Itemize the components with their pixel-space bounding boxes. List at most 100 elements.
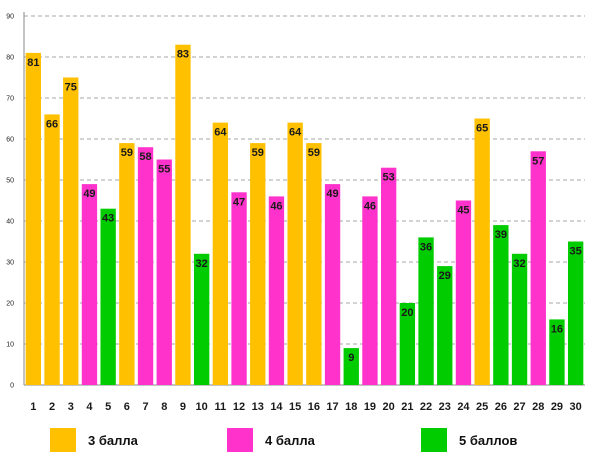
y-tick-label: 30 — [6, 260, 14, 267]
y-tick-label: 60 — [6, 137, 14, 144]
legend-label-4: 4 балла — [265, 432, 315, 448]
x-tick-label: 30 — [570, 401, 582, 413]
bar — [100, 208, 116, 385]
x-tick-label: 29 — [551, 401, 563, 413]
bar — [44, 114, 60, 386]
x-tick-label: 6 — [124, 401, 130, 413]
y-tick-label: 10 — [6, 342, 14, 349]
data-label: 81 — [27, 57, 39, 69]
bar — [362, 196, 378, 385]
x-tick-label: 27 — [513, 401, 525, 413]
data-label: 29 — [439, 270, 451, 282]
data-label: 16 — [551, 323, 563, 335]
x-tick-label: 18 — [345, 401, 357, 413]
y-tick-label: 90 — [6, 14, 14, 21]
data-label: 64 — [289, 127, 302, 139]
bar — [250, 143, 266, 385]
x-tick-label: 24 — [457, 401, 470, 413]
legend-item-5: 5 баллов — [421, 428, 517, 452]
data-label: 55 — [158, 164, 170, 176]
legend-item-4: 4 балла — [227, 428, 315, 452]
legend-swatch-3 — [50, 428, 76, 452]
data-label: 59 — [252, 147, 264, 159]
x-tick-label: 7 — [142, 401, 148, 413]
bar — [306, 143, 322, 385]
bar — [343, 348, 359, 385]
data-label: 66 — [46, 118, 58, 130]
data-label: 32 — [196, 258, 208, 270]
x-tick-label: 9 — [180, 401, 186, 413]
bar — [193, 253, 210, 385]
x-tick-label: 12 — [233, 401, 245, 413]
bar — [324, 184, 341, 385]
y-tick-label: 70 — [6, 96, 14, 103]
data-label: 64 — [214, 127, 227, 139]
data-label: 83 — [177, 49, 189, 61]
data-label: 59 — [121, 147, 133, 159]
data-label: 46 — [270, 200, 282, 212]
x-tick-label: 2 — [49, 401, 55, 413]
x-tick-label: 25 — [476, 401, 488, 413]
x-tick-label: 8 — [161, 401, 167, 413]
data-label: 49 — [326, 188, 338, 200]
data-label: 46 — [364, 200, 376, 212]
x-tick-label: 11 — [215, 401, 227, 413]
bar — [156, 159, 172, 385]
y-tick-label: 20 — [6, 301, 14, 308]
x-tick-label: 17 — [326, 401, 338, 413]
data-label: 36 — [420, 241, 432, 253]
data-label: 20 — [401, 307, 413, 319]
data-label: 57 — [532, 155, 544, 167]
y-tick-label: 80 — [6, 55, 14, 62]
data-label: 35 — [570, 246, 582, 258]
data-label: 32 — [513, 258, 525, 270]
x-tick-label: 22 — [420, 401, 432, 413]
data-label: 45 — [457, 205, 469, 217]
bar — [437, 266, 453, 385]
data-label: 53 — [383, 172, 395, 184]
x-tick-label: 28 — [532, 401, 544, 413]
bar — [474, 118, 490, 385]
y-tick-label: 50 — [6, 178, 14, 185]
bar — [530, 151, 546, 385]
data-label: 39 — [495, 229, 507, 241]
data-label: 59 — [308, 147, 320, 159]
bar — [549, 319, 565, 385]
bar — [380, 167, 397, 385]
x-tick-label: 21 — [401, 401, 413, 413]
x-tick-label: 13 — [252, 401, 264, 413]
x-tick-label: 19 — [364, 401, 376, 413]
x-tick-label: 5 — [105, 401, 111, 413]
x-tick-label: 15 — [289, 401, 301, 413]
data-label: 43 — [102, 213, 114, 225]
legend-swatch-5 — [421, 428, 447, 452]
x-tick-label: 23 — [439, 401, 451, 413]
x-tick-label: 16 — [308, 401, 320, 413]
bar — [25, 52, 42, 386]
legend-label-5: 5 баллов — [459, 432, 518, 448]
data-label: 49 — [83, 188, 95, 200]
data-label: 58 — [139, 151, 151, 163]
bar — [81, 184, 98, 385]
x-tick-label: 26 — [495, 401, 507, 413]
legend-label-3: 3 балла — [88, 432, 138, 448]
y-tick-label: 0 — [10, 383, 14, 390]
legend-item-3: 3 балла — [50, 428, 138, 452]
bar — [63, 77, 79, 385]
bar — [418, 237, 434, 385]
data-label: 75 — [65, 82, 77, 94]
x-tick-label: 1 — [30, 401, 36, 413]
bar — [399, 303, 416, 385]
bar — [268, 196, 285, 385]
bar — [567, 241, 584, 385]
data-label: 65 — [476, 123, 488, 135]
data-label: 47 — [233, 196, 245, 208]
bar — [287, 122, 303, 385]
x-tick-label: 4 — [86, 401, 93, 413]
bar — [493, 225, 509, 385]
bar — [231, 192, 247, 385]
bar — [119, 143, 135, 385]
x-tick-label: 3 — [68, 401, 74, 413]
bar — [175, 44, 191, 385]
